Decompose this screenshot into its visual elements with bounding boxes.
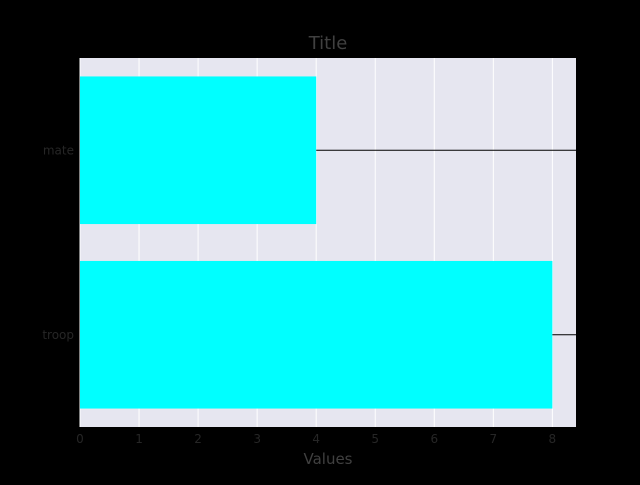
x-tick-label: 6 <box>430 432 438 446</box>
x-tick-label: 4 <box>312 432 320 446</box>
bars <box>80 76 576 409</box>
x-axis-ticks: 0 1 2 3 4 5 6 7 8 <box>76 432 556 446</box>
x-tick-label: 3 <box>253 432 261 446</box>
x-tick-label: 1 <box>135 432 143 446</box>
bar-troop <box>80 260 553 409</box>
chart-title: Title <box>308 33 348 54</box>
x-tick-label: 8 <box>549 432 557 446</box>
x-tick-label: 0 <box>76 432 84 446</box>
y-axis-ticks: mate troop <box>42 143 74 342</box>
x-tick-label: 2 <box>194 432 202 446</box>
bar-mate <box>80 76 317 225</box>
x-axis-label: Values <box>303 450 352 468</box>
y-tick-label: mate <box>43 143 74 157</box>
x-tick-label: 7 <box>490 432 498 446</box>
x-tick-label: 5 <box>371 432 379 446</box>
y-tick-label: troop <box>42 328 74 342</box>
